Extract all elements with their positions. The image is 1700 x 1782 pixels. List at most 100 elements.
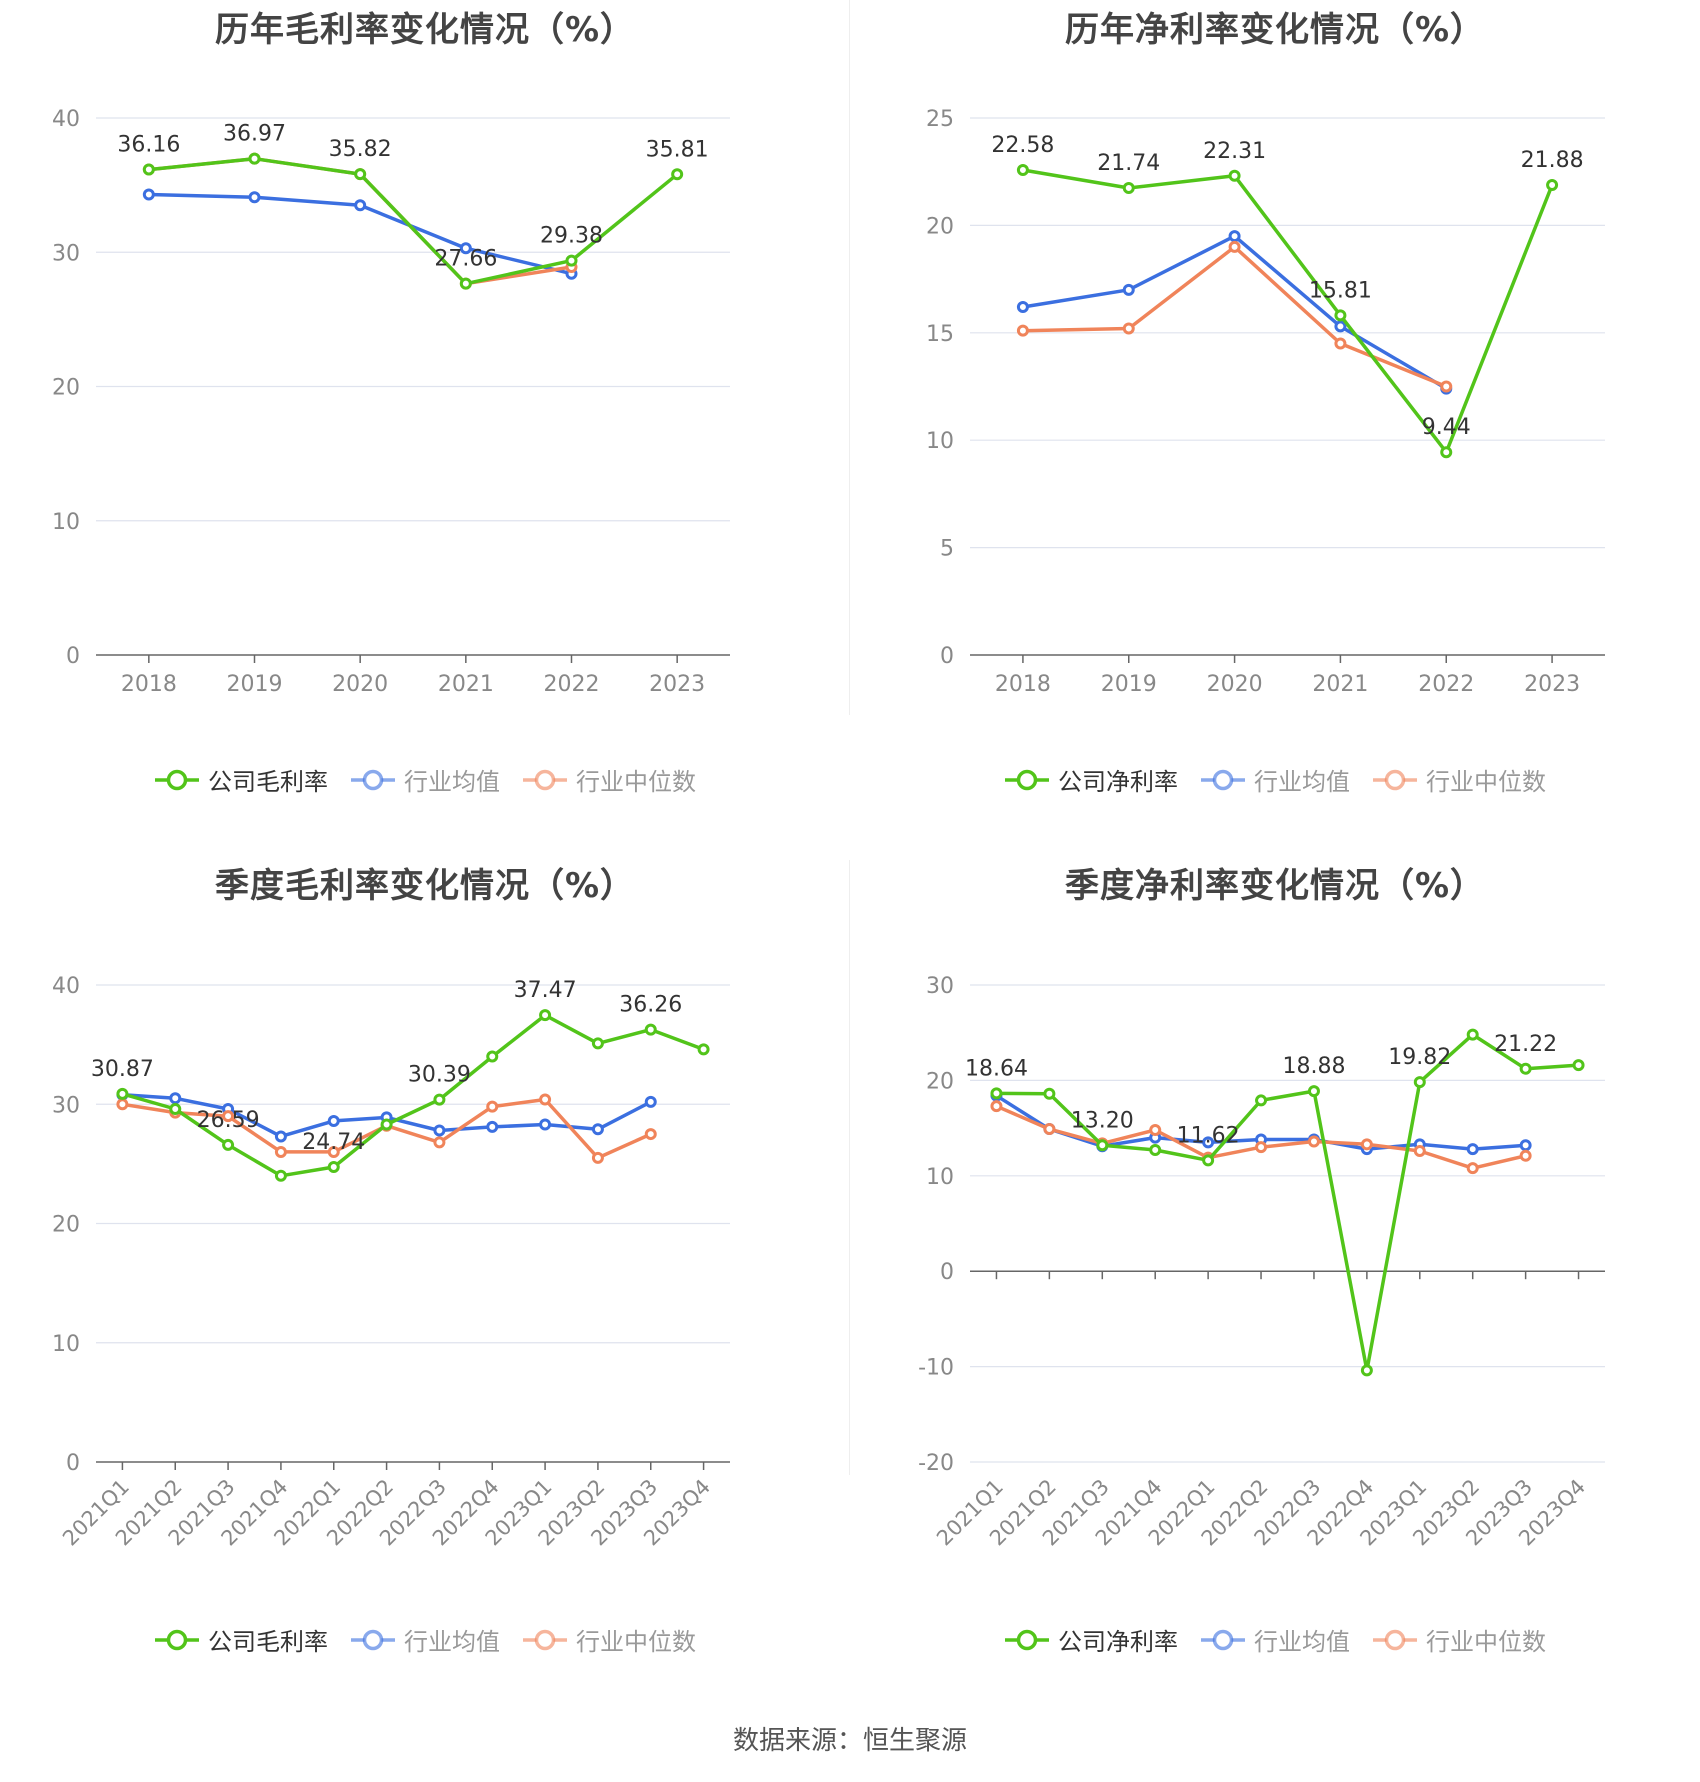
data-point[interactable] bbox=[1360, 1364, 1373, 1377]
data-point[interactable] bbox=[1255, 1094, 1268, 1107]
data-point[interactable] bbox=[990, 1087, 1003, 1100]
data-point[interactable] bbox=[1202, 1136, 1215, 1149]
data-point[interactable] bbox=[539, 1093, 552, 1106]
data-point[interactable] bbox=[539, 1009, 552, 1022]
data-point[interactable] bbox=[274, 1169, 287, 1182]
data-point[interactable] bbox=[1413, 1076, 1426, 1089]
data-point[interactable] bbox=[116, 1087, 129, 1100]
data-point[interactable] bbox=[591, 1151, 604, 1164]
legend-item[interactable]: 公司净利率 bbox=[1004, 1622, 1178, 1657]
data-point[interactable] bbox=[1016, 163, 1029, 176]
x-tick-label: 2023 bbox=[649, 672, 705, 697]
data-point[interactable] bbox=[1546, 179, 1559, 192]
x-tick-label: 2018 bbox=[121, 672, 177, 697]
data-point[interactable] bbox=[1413, 1144, 1426, 1157]
data-point[interactable] bbox=[274, 1130, 287, 1143]
data-point[interactable] bbox=[1043, 1087, 1056, 1100]
data-point[interactable] bbox=[1519, 1139, 1532, 1152]
data-point[interactable] bbox=[1334, 320, 1347, 333]
data-point[interactable] bbox=[327, 1114, 340, 1127]
data-point[interactable] bbox=[222, 1110, 235, 1123]
data-point[interactable] bbox=[644, 1023, 657, 1036]
data-point[interactable] bbox=[433, 1124, 446, 1137]
data-point[interactable] bbox=[1307, 1135, 1320, 1148]
chart-title: 历年净利率变化情况（%） bbox=[1064, 10, 1486, 50]
data-point[interactable] bbox=[1202, 1154, 1215, 1167]
data-point[interactable] bbox=[459, 242, 472, 255]
data-point[interactable] bbox=[1572, 1059, 1585, 1072]
data-point[interactable] bbox=[644, 1095, 657, 1108]
legend-item[interactable]: 公司净利率 bbox=[1004, 762, 1178, 797]
data-point[interactable] bbox=[1122, 182, 1135, 195]
data-point[interactable] bbox=[1255, 1141, 1268, 1154]
data-point[interactable] bbox=[1122, 322, 1135, 335]
data-point[interactable] bbox=[1334, 309, 1347, 322]
legend-item[interactable]: 公司毛利率 bbox=[154, 762, 328, 797]
legend-label: 公司毛利率 bbox=[208, 768, 328, 796]
data-point[interactable] bbox=[1096, 1139, 1109, 1152]
data-point[interactable] bbox=[248, 191, 261, 204]
data-point[interactable] bbox=[1228, 230, 1241, 243]
data-point[interactable] bbox=[1149, 1124, 1162, 1137]
y-tick-label: 5 bbox=[940, 537, 954, 562]
data-point[interactable] bbox=[539, 1118, 552, 1131]
data-point[interactable] bbox=[459, 277, 472, 290]
legend-item[interactable]: 行业均值 bbox=[350, 1622, 500, 1657]
data-point[interactable] bbox=[1334, 337, 1347, 350]
legend-item[interactable]: 行业中位数 bbox=[522, 1622, 696, 1657]
data-point[interactable] bbox=[169, 1103, 182, 1116]
data-point[interactable] bbox=[1466, 1143, 1479, 1156]
data-point[interactable] bbox=[1360, 1138, 1373, 1151]
y-tick-label: 30 bbox=[52, 241, 80, 266]
legend-item[interactable]: 行业均值 bbox=[350, 762, 500, 797]
legend-item[interactable]: 行业均值 bbox=[1200, 762, 1350, 797]
data-source-note: 数据来源：恒生聚源 bbox=[732, 1726, 967, 1756]
data-point[interactable] bbox=[565, 254, 578, 267]
data-point[interactable] bbox=[354, 199, 367, 212]
data-point[interactable] bbox=[142, 163, 155, 176]
legend-item[interactable]: 行业中位数 bbox=[1372, 1622, 1546, 1657]
data-point[interactable] bbox=[1519, 1149, 1532, 1162]
data-point[interactable] bbox=[990, 1100, 1003, 1113]
data-point[interactable] bbox=[1307, 1085, 1320, 1098]
data-point[interactable] bbox=[354, 168, 367, 181]
data-point[interactable] bbox=[1016, 324, 1029, 337]
data-point[interactable] bbox=[169, 1092, 182, 1105]
data-point[interactable] bbox=[486, 1120, 499, 1133]
data-point[interactable] bbox=[1440, 380, 1453, 393]
legend-item[interactable]: 行业中位数 bbox=[522, 762, 696, 797]
legend-item[interactable]: 公司毛利率 bbox=[154, 1622, 328, 1657]
data-point[interactable] bbox=[1466, 1162, 1479, 1175]
data-point[interactable] bbox=[1149, 1144, 1162, 1157]
data-point[interactable] bbox=[222, 1138, 235, 1151]
data-point[interactable] bbox=[486, 1100, 499, 1113]
data-point[interactable] bbox=[697, 1043, 710, 1056]
data-label: 11.62 bbox=[1177, 1123, 1240, 1148]
data-point[interactable] bbox=[591, 1123, 604, 1136]
data-point[interactable] bbox=[671, 168, 684, 181]
data-point[interactable] bbox=[433, 1136, 446, 1149]
data-point[interactable] bbox=[327, 1145, 340, 1158]
data-point[interactable] bbox=[433, 1093, 446, 1106]
data-point[interactable] bbox=[1228, 169, 1241, 182]
legend-item[interactable]: 行业均值 bbox=[1200, 1622, 1350, 1657]
series-line bbox=[148, 156, 679, 286]
data-point[interactable] bbox=[1466, 1028, 1479, 1041]
legend-item[interactable]: 行业中位数 bbox=[1372, 762, 1546, 797]
data-point[interactable] bbox=[327, 1160, 340, 1173]
data-point[interactable] bbox=[248, 152, 261, 165]
data-point[interactable] bbox=[380, 1118, 393, 1131]
data-point[interactable] bbox=[142, 188, 155, 201]
y-tick-label: 10 bbox=[926, 429, 954, 454]
data-point[interactable] bbox=[1122, 283, 1135, 296]
data-point[interactable] bbox=[486, 1050, 499, 1063]
data-point[interactable] bbox=[1043, 1123, 1056, 1136]
data-point[interactable] bbox=[1228, 240, 1241, 253]
data-point[interactable] bbox=[274, 1145, 287, 1158]
data-point[interactable] bbox=[116, 1098, 129, 1111]
data-point[interactable] bbox=[591, 1037, 604, 1050]
data-point[interactable] bbox=[1440, 446, 1453, 459]
data-point[interactable] bbox=[1016, 301, 1029, 314]
data-point[interactable] bbox=[644, 1128, 657, 1141]
data-point[interactable] bbox=[1519, 1062, 1532, 1075]
